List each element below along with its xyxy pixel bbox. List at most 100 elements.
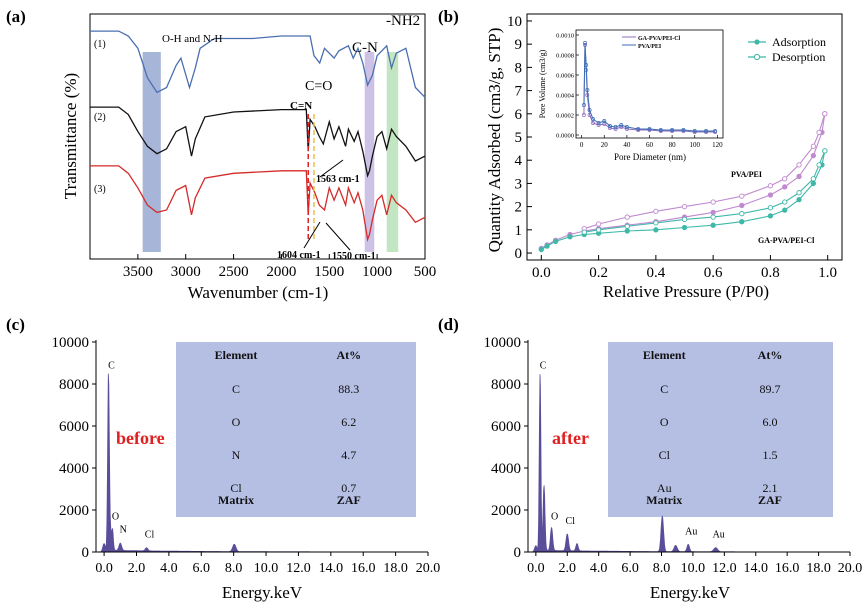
inset-point <box>607 124 612 128</box>
inset-frame <box>575 29 724 139</box>
table-cell-element: N <box>232 448 241 462</box>
isotherm-point <box>567 234 573 240</box>
curve-label-pva-pei: PVA/PEI <box>731 170 762 179</box>
annotation-1563: 1563 cm-1 <box>316 174 360 185</box>
table-cell-value: 1.5 <box>763 448 778 462</box>
isotherm-point <box>653 220 659 226</box>
series-label-2: (2) <box>94 112 106 123</box>
x-tick-label: 0.0 <box>532 265 551 281</box>
isotherm-point <box>796 197 802 203</box>
x-tick-label: 20.0 <box>838 561 863 576</box>
inset-x-title: Pore Diameter (nm) <box>614 152 686 162</box>
inset-pore-distribution: 0 20 40 60 80 100 120 0.0000 0.0002 0.0004 0.0006 0… <box>538 29 724 162</box>
legend-marker-adsorption <box>754 39 760 45</box>
annotation-1604: 1604 cm-1 <box>277 250 321 261</box>
y-tick-label: 10000 <box>484 335 522 351</box>
y-tick-label: 10000 <box>52 335 90 351</box>
y-axis-title: Quantity Adsorbed (cm3/g, STP) <box>485 28 504 253</box>
table-header-element: Element <box>215 348 258 362</box>
table-cell-element: O <box>232 415 241 429</box>
y-tick-label: 0 <box>82 545 90 561</box>
isotherm-point <box>710 199 716 205</box>
table-cell-element: Cl <box>230 481 242 495</box>
inset-x-tick-label: 120 <box>712 141 723 149</box>
isotherm-point <box>796 173 802 180</box>
ftir-series-1 <box>90 30 426 98</box>
panel-c-eds-before: (c) 0.0 2.0 4.0 6.0 8.0 10.0 12.0 14.0 16.0 18.0 2… <box>6 315 440 602</box>
y-tick-label: 8 <box>515 60 523 76</box>
isotherm-point <box>710 214 716 220</box>
table-header-at: At% <box>758 348 783 362</box>
y-tick-label: 4000 <box>491 461 521 477</box>
table-cell-element: C <box>232 382 240 396</box>
inset-x-tick-label: 80 <box>669 141 677 149</box>
panel-d-label: (d) <box>438 315 459 334</box>
x-tick-label: 10.0 <box>254 561 279 576</box>
isotherm-point <box>544 243 550 249</box>
x-tick-label: 16.0 <box>351 561 376 576</box>
inset-point <box>636 127 641 131</box>
peak-label: Au <box>685 526 697 537</box>
inset-point <box>591 117 595 121</box>
x-axis-title: Energy.keV <box>222 583 303 602</box>
annotation-1550: 1550 cm-1 <box>332 251 376 262</box>
inset-y-tick-label: 0.0000 <box>556 133 574 140</box>
inset-point <box>591 121 595 125</box>
panel-d-eds-after: (d) 0.0 2.0 4.0 6.0 8.0 10.0 12.0 14.0 16.0 18.0 2… <box>438 315 862 602</box>
panel-c-label: (c) <box>6 315 25 334</box>
x-tick-label: 12.0 <box>286 561 311 576</box>
x-tick-label: 0.8 <box>761 265 780 281</box>
y-tick-label: 9 <box>515 37 523 53</box>
peak-label: Cl <box>566 516 576 527</box>
isotherm-point <box>681 216 688 223</box>
x-tick-label: 6.0 <box>621 561 639 576</box>
isotherm-point <box>767 205 774 211</box>
x-tick-label: 2.0 <box>559 561 577 576</box>
inset-point <box>704 129 708 133</box>
inset-y-tick-label: 0.0008 <box>556 53 574 60</box>
x-tick-label: 2000 <box>266 264 296 280</box>
y-tick-label: 8000 <box>59 377 89 393</box>
isotherm-point <box>739 193 745 199</box>
isotherm-point <box>624 223 630 229</box>
y-tick-label: 2000 <box>491 503 521 519</box>
x-tick-label: 1.0 <box>818 265 837 281</box>
isotherm-point <box>810 176 817 182</box>
peak-label: O <box>112 512 119 523</box>
x-tick-label: 0.4 <box>646 265 665 281</box>
x-tick-label: 18.0 <box>383 561 408 576</box>
state-label-before: before <box>116 428 165 448</box>
x-tick-label: 1500 <box>314 264 344 280</box>
band-label-nh2: -NH2 <box>386 13 420 29</box>
isotherm-point <box>782 176 788 182</box>
ftir-series-3 <box>90 165 426 242</box>
x-tick-label: 20.0 <box>416 561 441 576</box>
panel-a-label: (a) <box>6 7 26 26</box>
isotherm-point <box>782 207 788 213</box>
isotherm-point <box>653 227 659 233</box>
x-axis-title: Energy.keV <box>650 583 731 602</box>
panel-b-bet: (b) 0.0 0.2 0.4 0.6 0.8 1.0 0 1 2 3 4 5 6 7 8 9 10 PVA/P… <box>438 7 843 301</box>
inset-point <box>581 103 586 107</box>
legend-label-desorption: Desorption <box>772 50 825 64</box>
inset-point <box>585 88 590 92</box>
x-tick-label: 1000 <box>362 264 392 280</box>
table-cell-element: O <box>660 415 669 429</box>
isotherm-point <box>739 210 745 217</box>
inset-x-tick-label: 60 <box>646 141 654 149</box>
isotherm-point <box>810 180 817 187</box>
x-tick-label: 0.6 <box>704 265 723 281</box>
inset-x-tick-label: 100 <box>689 141 700 149</box>
inset-point <box>713 129 718 133</box>
table-footer-matrix: Matrix <box>646 493 682 507</box>
inset-x-tick-label: 20 <box>601 141 609 149</box>
inset-point <box>692 129 697 133</box>
annotation-arrow-1604 <box>303 221 321 249</box>
panel-a-ftir: (a) 3500 3000 2500 2000 1500 1000 500 O-H and … <box>6 7 436 302</box>
inset-y-tick-label: 0.0010 <box>556 33 574 40</box>
x-tick-label: 4.0 <box>160 561 178 576</box>
inset-y-tick-label: 0.0004 <box>556 93 575 100</box>
y-tick-label: 10 <box>507 14 522 30</box>
band-label-cn: C-N <box>352 40 378 56</box>
x-tick-label: 6.0 <box>193 561 211 576</box>
